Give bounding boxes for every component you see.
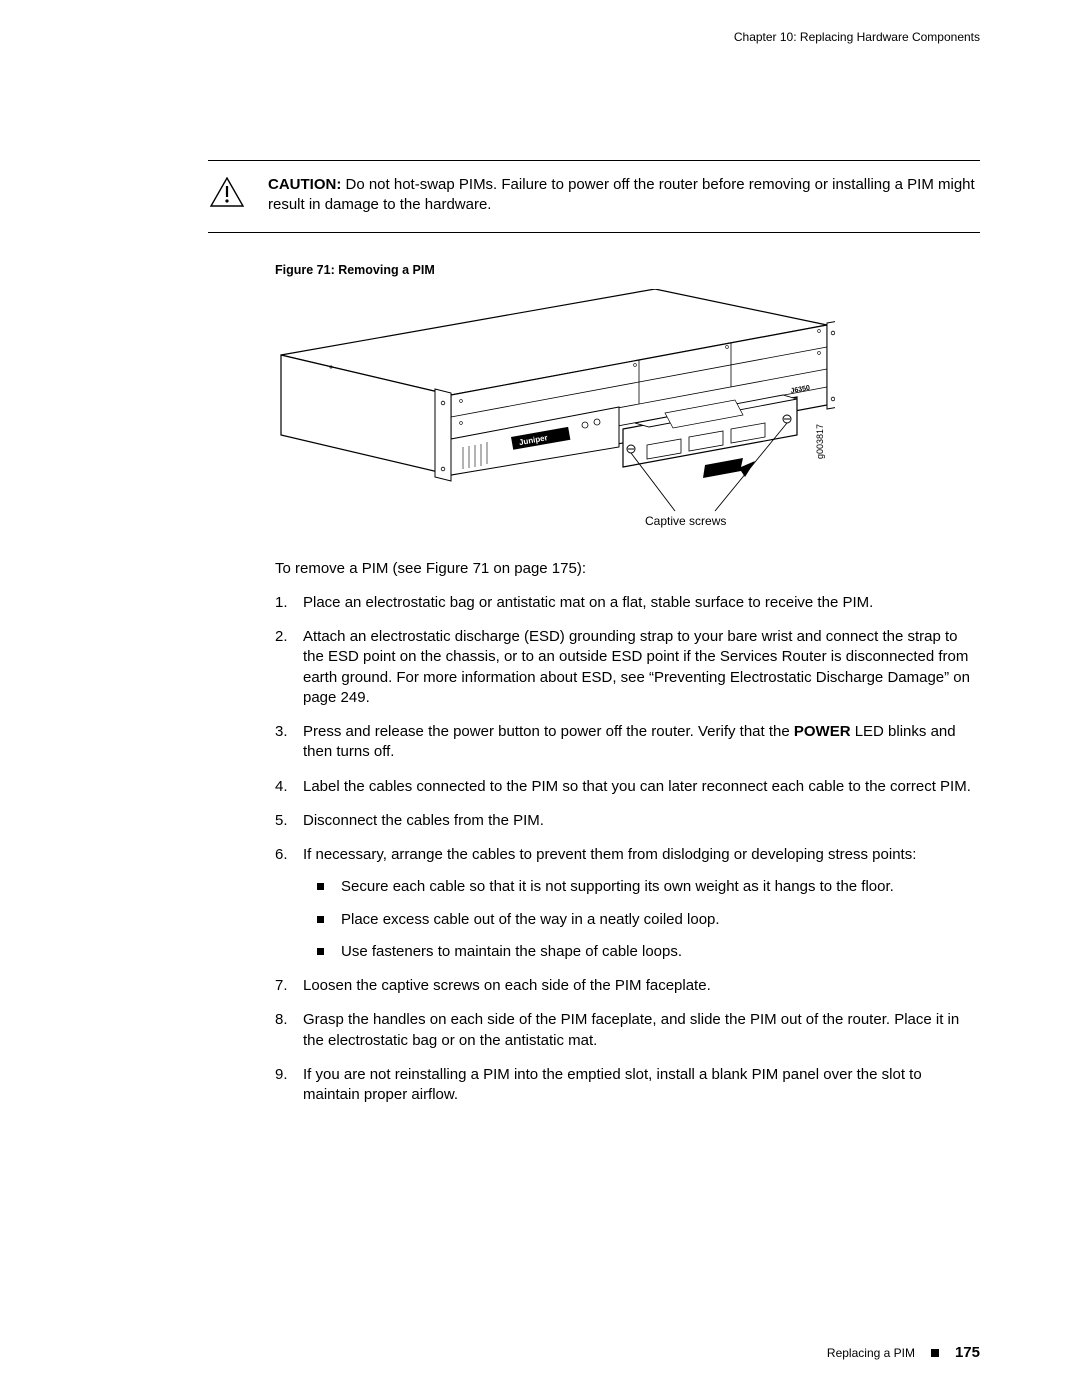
step-item: Label the cables connected to the PIM so… (275, 777, 980, 797)
footer-page-number: 175 (955, 1344, 980, 1361)
chapter-header: Chapter 10: Replacing Hardware Component… (210, 30, 980, 44)
step-item: Grasp the handles on each side of the PI… (275, 1010, 980, 1051)
caution-body: Do not hot-swap PIMs. Failure to power o… (268, 176, 975, 213)
caution-icon (208, 175, 246, 216)
step-item: Attach an electrostatic discharge (ESD) … (275, 627, 980, 708)
step-item: If you are not reinstalling a PIM into t… (275, 1065, 980, 1106)
intro-text: To remove a PIM (see Figure 71 on page 1… (275, 559, 980, 579)
caution-notice: CAUTION: Do not hot-swap PIMs. Failure t… (208, 160, 980, 233)
svg-text:Captive screws: Captive screws (645, 514, 726, 528)
page-footer: Replacing a PIM 175 (827, 1344, 980, 1361)
caution-text: CAUTION: Do not hot-swap PIMs. Failure t… (268, 175, 980, 216)
sub-item: Use fasteners to maintain the shape of c… (303, 942, 980, 962)
footer-title: Replacing a PIM (827, 1346, 915, 1360)
step-item: Disconnect the cables from the PIM. (275, 811, 980, 831)
sub-item: Secure each cable so that it is not supp… (303, 877, 980, 897)
step-item: Press and release the power button to po… (275, 722, 980, 763)
sub-item: Place excess cable out of the way in a n… (303, 910, 980, 930)
procedure-steps: Place an electrostatic bag or antistatic… (275, 593, 980, 1106)
footer-square-icon (931, 1349, 939, 1357)
step-item: If necessary, arrange the cables to prev… (275, 845, 980, 962)
sub-list: Secure each cable so that it is not supp… (303, 877, 980, 962)
step-item: Loosen the captive screws on each side o… (275, 976, 980, 996)
figure-caption: Figure 71: Removing a PIM (275, 263, 980, 277)
step-item: Place an electrostatic bag or antistatic… (275, 593, 980, 613)
svg-text:g003817: g003817 (815, 423, 825, 458)
caution-label: CAUTION: (268, 176, 341, 193)
figure-diagram: Juniper J6350 (275, 289, 980, 539)
